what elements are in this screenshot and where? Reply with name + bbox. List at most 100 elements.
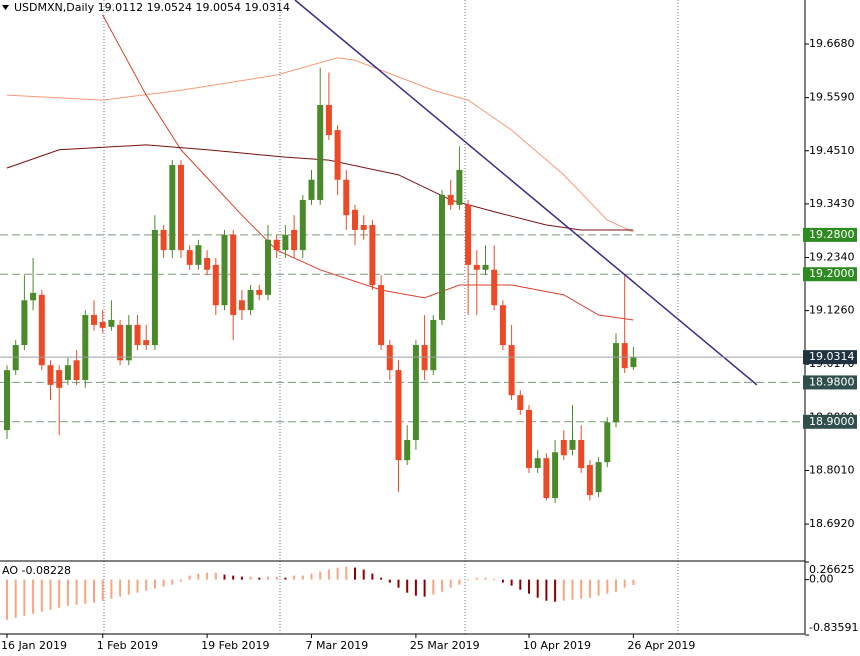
indicator-title: AO -0.08228 (2, 564, 71, 577)
x-tick-label: 7 Mar 2019 (306, 639, 369, 652)
candle-body (230, 234, 237, 316)
candle-body (256, 289, 263, 295)
candle-body (73, 360, 80, 380)
y-tick-label: 19.3430 (809, 197, 855, 210)
candle-body (465, 204, 472, 265)
level-label: 19.2800 (809, 228, 855, 241)
candle-body (578, 439, 585, 469)
candle-body (439, 195, 445, 320)
candle-body (56, 370, 63, 388)
candle-body (552, 452, 559, 499)
level-box (803, 375, 857, 390)
x-tick-label: 10 Apr 2019 (523, 639, 591, 652)
candle-body (621, 343, 628, 369)
x-tick-label: 1 Feb 2019 (97, 639, 158, 652)
candle-body (378, 285, 385, 346)
candle-body (273, 239, 280, 251)
candle-body (91, 315, 97, 325)
price-box (803, 350, 857, 365)
indicator-tick-label: -0.83591 (809, 621, 858, 634)
candle-body (482, 264, 489, 270)
candle-body (317, 105, 324, 200)
moving-average (6, 144, 634, 231)
candle-body (291, 229, 298, 251)
menu-icon (2, 5, 9, 10)
candle-body (325, 105, 332, 136)
candle-body (134, 324, 141, 346)
candle-body (308, 179, 315, 200)
y-tick-label: 19.6680 (809, 37, 855, 50)
level-box (803, 227, 857, 242)
candle-body (99, 321, 106, 328)
candle-body (412, 345, 419, 440)
candle-body (447, 195, 454, 205)
candle-body (21, 300, 28, 346)
candle-body (82, 315, 89, 380)
candle-body (360, 225, 367, 230)
x-tick-label: 26 Apr 2019 (627, 639, 695, 652)
candle-body (143, 340, 150, 346)
candle-body (630, 357, 637, 368)
y-tick-label: 19.1260 (809, 304, 855, 317)
candle-body (586, 465, 593, 496)
candle-body (491, 269, 498, 306)
y-tick-label: 18.6920 (809, 517, 855, 530)
candle-body (108, 319, 115, 327)
level-label: 19.2000 (809, 267, 855, 280)
candle-body (38, 294, 45, 366)
candle-body (543, 458, 550, 499)
candle-body (221, 234, 228, 306)
candle-body (265, 239, 271, 295)
candle-body (160, 229, 167, 251)
candle-body (334, 130, 341, 180)
candle-body (343, 179, 350, 216)
candle-body (395, 370, 402, 461)
candle-body (186, 250, 193, 265)
candle-body (299, 199, 306, 251)
indicator-tick-label: 0.00 (809, 573, 834, 586)
candle-body (195, 245, 202, 265)
moving-average (6, 57, 634, 233)
candle-body (517, 395, 524, 410)
candle-body (508, 345, 515, 396)
candle-body (178, 165, 184, 251)
candle-body (212, 264, 219, 306)
candle-body (473, 264, 480, 270)
y-tick-label: 19.2340 (809, 250, 855, 263)
chart-title: USDMXN,Daily 19.0112 19.0524 19.0054 19.… (14, 1, 290, 14)
level-label: 18.9800 (809, 375, 855, 388)
candle-body (569, 439, 576, 450)
x-tick-label: 16 Jan 2019 (1, 639, 67, 652)
candle-body (30, 292, 37, 301)
candle-body (604, 422, 611, 463)
candle-body (352, 209, 358, 230)
candle-body (4, 370, 10, 431)
y-tick-label: 19.4510 (809, 144, 855, 157)
candle-body (247, 289, 254, 311)
candle-body (456, 169, 463, 205)
candle-body (282, 234, 289, 251)
candle-body (125, 324, 132, 361)
x-tick-label: 19 Feb 2019 (201, 639, 269, 652)
candle-body (151, 229, 158, 346)
candle-body (64, 365, 71, 380)
candle-body (117, 324, 124, 361)
candle-body (47, 365, 54, 385)
trendline (294, 0, 758, 386)
candle-body (404, 439, 411, 461)
candle-body (238, 300, 245, 311)
candle-body (499, 305, 506, 346)
indicator-tick-label: 0.26625 (809, 563, 855, 576)
candle-body (526, 409, 532, 469)
level-box (803, 267, 857, 282)
candle-body (169, 165, 176, 251)
price-label: 19.0314 (809, 350, 855, 363)
candle-body (369, 225, 376, 286)
y-tick-label: 19.5590 (809, 91, 855, 104)
candle-body (613, 343, 619, 423)
candle-body (560, 439, 567, 456)
x-tick-label: 25 Mar 2019 (410, 639, 480, 652)
level-box (803, 414, 857, 429)
